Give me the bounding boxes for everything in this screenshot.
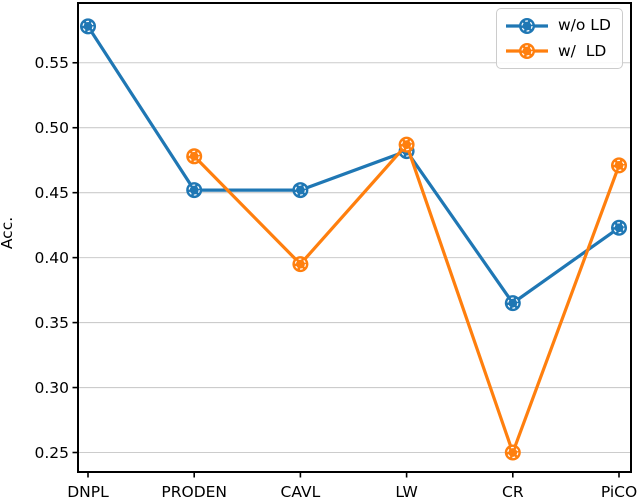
legend-item-w-ld: w/ LD [505,41,614,61]
svg-text:0.30: 0.30 [34,379,69,397]
svg-text:0.35: 0.35 [34,314,69,332]
legend-label-w-ld: w/ LD [558,41,607,60]
svg-text:0.25: 0.25 [34,444,69,462]
svg-text:0.50: 0.50 [34,119,69,137]
svg-text:0.45: 0.45 [34,184,69,202]
legend-marker-wo-ld-icon [506,17,548,34]
svg-text:PRODEN: PRODEN [161,483,227,501]
legend-label-wo-ld: w/o LD [558,16,611,34]
svg-text:LW: LW [395,483,418,501]
svg-text:PiCO: PiCO [601,483,637,501]
svg-text:0.40: 0.40 [34,249,69,267]
legend-circle-w-ld [519,43,535,60]
svg-text:CR: CR [502,483,524,501]
svg-text:DNPL: DNPL [67,483,109,501]
legend-marker-w-ld-icon [506,43,548,60]
legend-circle-ring-wo-ld [521,20,533,32]
svg-text:0.55: 0.55 [34,54,69,72]
legend-circle-ring-w-ld [521,45,533,57]
svg-text:CAVL: CAVL [281,483,321,501]
legend-circle-wo-ld [519,17,535,34]
svg-text:Acc.: Acc. [0,217,16,249]
legend-item-wo-ld: w/o LD [505,16,614,36]
legend: w/o LD w/ LD [496,8,623,69]
